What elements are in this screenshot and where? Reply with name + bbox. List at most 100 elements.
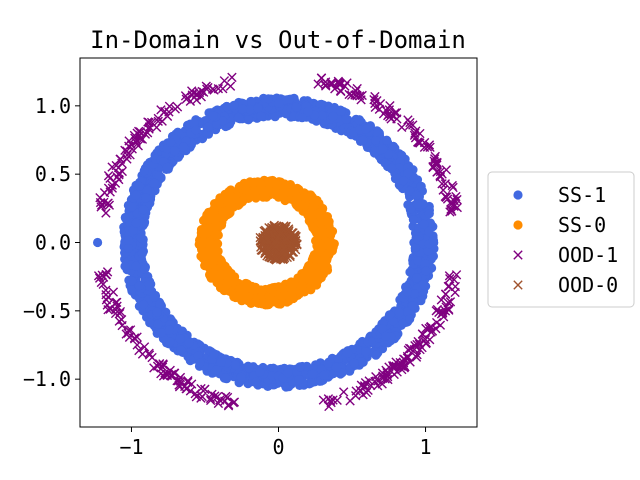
- data-point: [244, 363, 254, 373]
- legend-label: SS-0: [558, 213, 606, 237]
- data-point: [382, 370, 392, 380]
- data-point: [191, 90, 202, 100]
- data-point: [342, 348, 353, 358]
- data-point: [245, 189, 255, 199]
- y-tick-label: 1.0: [35, 94, 71, 118]
- data-point: [413, 137, 424, 148]
- data-point: [412, 349, 422, 360]
- data-point: [402, 286, 412, 297]
- data-point: [229, 100, 239, 110]
- data-point: [101, 285, 111, 295]
- data-point: [264, 185, 274, 195]
- data-point: [205, 393, 216, 404]
- data-point: [127, 276, 137, 286]
- data-point: [411, 352, 422, 362]
- data-point: [153, 113, 163, 124]
- legend-item-ss-1: SS-1: [513, 183, 606, 207]
- data-point: [288, 285, 298, 295]
- data-point: [131, 261, 141, 271]
- data-point: [324, 228, 334, 238]
- data-point: [388, 141, 398, 151]
- data-point: [320, 254, 330, 264]
- data-point: [200, 228, 210, 238]
- data-point: [219, 285, 229, 296]
- data-point: [421, 266, 431, 276]
- data-point: [422, 142, 433, 152]
- x-tick-label: −1: [119, 435, 143, 459]
- data-point: [278, 243, 289, 254]
- legend-label: SS-1: [558, 183, 606, 207]
- data-point: [337, 368, 347, 378]
- chart-title: In-Domain vs Out-of-Domain: [90, 26, 466, 54]
- data-point: [132, 340, 142, 350]
- data-point: [211, 229, 221, 240]
- data-point: [236, 372, 246, 382]
- data-point: [103, 171, 114, 181]
- data-point: [366, 380, 376, 391]
- data-point: [268, 363, 278, 373]
- data-point: [381, 331, 391, 341]
- data-point: [149, 292, 159, 302]
- data-point: [314, 247, 324, 257]
- data-point: [386, 163, 397, 173]
- data-point: [203, 122, 213, 132]
- data-point: [151, 122, 162, 133]
- data-point: [440, 191, 450, 202]
- data-point: [425, 334, 435, 345]
- data-point: [242, 281, 252, 291]
- y-tick-label: −0.5: [23, 299, 71, 323]
- data-point: [103, 198, 113, 208]
- data-point: [434, 307, 444, 318]
- data-point: [137, 249, 147, 259]
- y-tick-label: 0.0: [35, 231, 71, 255]
- data-point: [245, 104, 255, 115]
- data-point: [308, 201, 318, 211]
- data-point: [382, 135, 392, 145]
- data-point: [110, 308, 121, 319]
- data-point: [436, 295, 447, 305]
- data-point: [251, 297, 261, 307]
- data-point: [281, 181, 291, 191]
- data-point: [294, 375, 304, 385]
- data-point: [144, 117, 154, 128]
- data-point: [273, 232, 283, 242]
- data-point: [396, 361, 407, 371]
- data-point: [180, 91, 191, 101]
- data-point: [397, 150, 407, 160]
- data-point: [424, 209, 434, 219]
- data-point: [149, 363, 159, 373]
- data-point: [328, 111, 338, 122]
- data-point: [284, 94, 294, 104]
- data-point: [184, 338, 194, 348]
- legend-marker: [513, 190, 523, 200]
- data-point: [114, 174, 124, 185]
- data-point: [420, 334, 431, 345]
- data-point: [115, 154, 126, 164]
- data-point: [398, 176, 408, 186]
- data-point: [447, 180, 457, 191]
- data-point: [276, 189, 286, 199]
- data-point: [356, 357, 366, 367]
- data-point: [416, 181, 426, 191]
- data-point: [134, 181, 144, 191]
- data-point: [108, 287, 119, 297]
- data-point: [419, 219, 429, 229]
- data-point: [117, 166, 127, 177]
- data-point: [141, 193, 151, 203]
- data-point: [216, 357, 226, 367]
- y-tick-label: −1.0: [23, 367, 71, 391]
- data-point: [162, 162, 172, 172]
- data-point: [449, 274, 459, 285]
- data-point: [144, 348, 154, 358]
- data-point: [129, 130, 140, 141]
- data-point: [286, 278, 296, 288]
- series-ood-1: [93, 72, 462, 412]
- data-point: [127, 202, 137, 212]
- data-point: [225, 190, 235, 200]
- data-point: [218, 83, 228, 94]
- data-point: [398, 318, 408, 328]
- data-point: [331, 362, 342, 372]
- data-point: [229, 397, 240, 407]
- data-point: [133, 141, 143, 151]
